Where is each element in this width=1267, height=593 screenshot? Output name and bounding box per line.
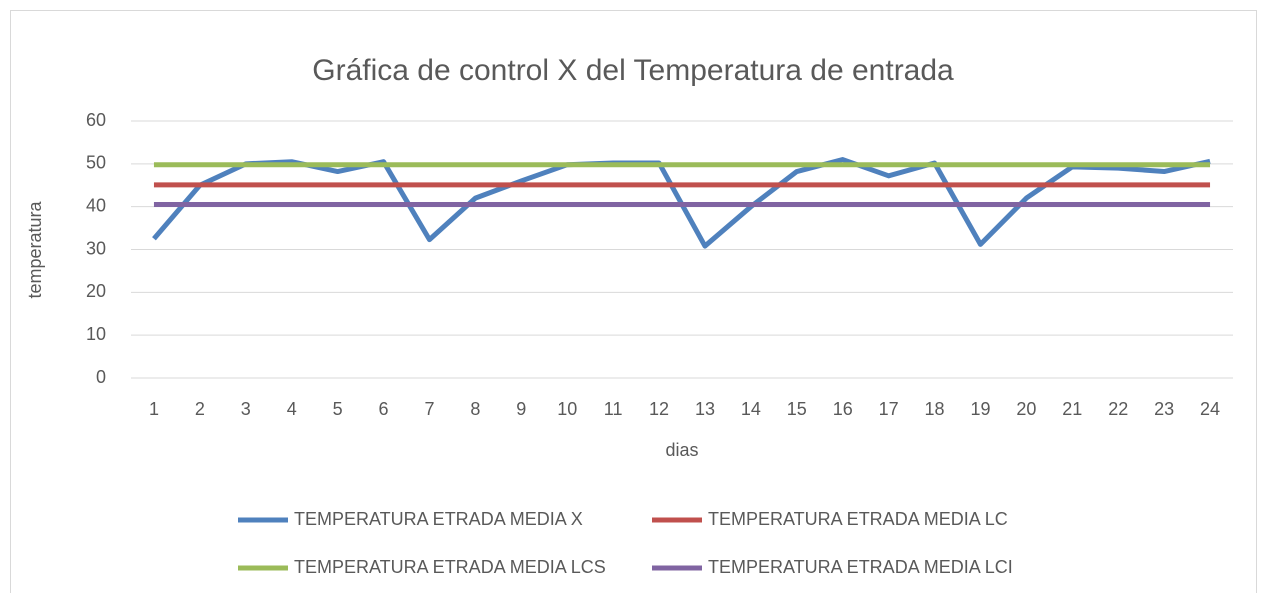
x-tick-label: 16	[833, 399, 853, 419]
x-tick-label: 19	[970, 399, 990, 419]
y-axis-label: temperatura	[25, 200, 45, 298]
x-tick-label: 5	[333, 399, 343, 419]
x-tick-label: 18	[925, 399, 945, 419]
x-tick-label: 15	[787, 399, 807, 419]
legend-label: TEMPERATURA ETRADA MEDIA LCS	[294, 557, 606, 577]
x-tick-label: 9	[516, 399, 526, 419]
x-tick-label: 11	[604, 399, 623, 419]
chart-frame	[10, 10, 1257, 593]
y-tick-label: 60	[86, 110, 106, 130]
x-tick-label: 3	[241, 399, 251, 419]
x-tick-label: 14	[741, 399, 761, 419]
legend-label: TEMPERATURA ETRADA MEDIA LCI	[708, 557, 1013, 577]
chart-title: Gráfica de control X del Temperatura de …	[312, 54, 954, 87]
y-tick-label: 0	[96, 367, 106, 387]
x-axis-label: dias	[665, 440, 698, 460]
x-tick-label: 8	[470, 399, 480, 419]
y-tick-label: 10	[86, 324, 106, 344]
x-tick-label: 21	[1062, 399, 1082, 419]
x-tick-label: 20	[1016, 399, 1036, 419]
legend-label: TEMPERATURA ETRADA MEDIA X	[294, 509, 583, 529]
x-tick-label: 6	[379, 399, 389, 419]
legend-label: TEMPERATURA ETRADA MEDIA LC	[708, 509, 1008, 529]
y-tick-label: 40	[86, 195, 106, 215]
x-tick-label: 22	[1108, 399, 1128, 419]
x-tick-label: 2	[195, 399, 205, 419]
x-tick-label: 10	[557, 399, 577, 419]
x-tick-label: 23	[1154, 399, 1174, 419]
x-tick-label: 4	[287, 399, 297, 419]
x-tick-label: 13	[695, 399, 715, 419]
y-tick-label: 30	[86, 238, 106, 258]
x-tick-label: 1	[149, 399, 159, 419]
y-tick-label: 50	[86, 153, 106, 173]
x-tick-label: 24	[1200, 399, 1220, 419]
x-tick-label: 12	[649, 399, 669, 419]
x-tick-label: 7	[424, 399, 434, 419]
x-tick-label: 17	[879, 399, 899, 419]
y-tick-label: 20	[86, 281, 106, 301]
